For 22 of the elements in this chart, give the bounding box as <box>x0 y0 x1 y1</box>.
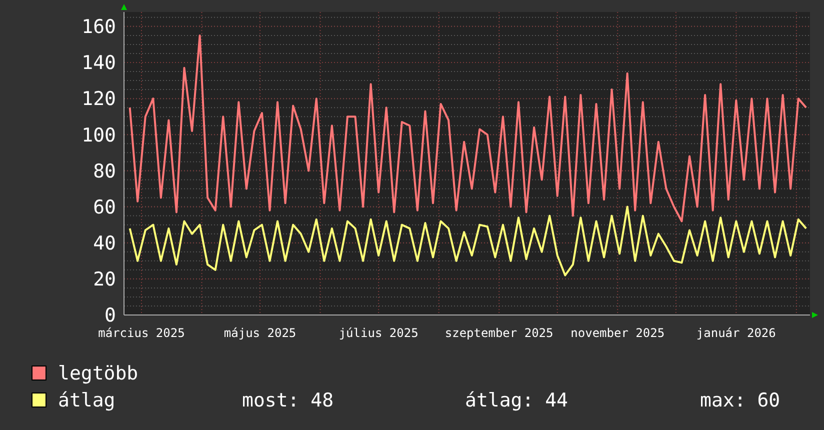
y-tick-label: 40 <box>93 232 116 255</box>
y-tick-label: 140 <box>82 52 116 74</box>
legend-label: átlag <box>58 390 116 412</box>
y-tick-label: 80 <box>93 160 116 182</box>
line-series <box>128 206 808 276</box>
y-tick-label: 20 <box>93 268 116 291</box>
y-tick-label: 120 <box>82 88 116 110</box>
x-tick-label: május 2025 <box>224 326 296 340</box>
line-series <box>128 34 808 222</box>
y-tick-label: 160 <box>82 16 116 38</box>
x-tick-label: szeptember 2025 <box>444 326 554 340</box>
x-tick-label: január 2026 <box>696 326 776 340</box>
y-tick-label: 0 <box>104 304 116 327</box>
text: most: 48 <box>242 390 334 412</box>
x-tick-label: július 2025 <box>338 326 418 340</box>
legend-label: legtöbb <box>58 362 138 385</box>
text: átlag: 44 <box>465 390 568 412</box>
x-tick-label: november 2025 <box>570 326 665 340</box>
x-tick-label: március 2025 <box>98 326 185 340</box>
y-tick-label: 60 <box>93 196 116 218</box>
y-tick-label: 100 <box>82 124 116 146</box>
text: max: 60 <box>700 390 780 412</box>
